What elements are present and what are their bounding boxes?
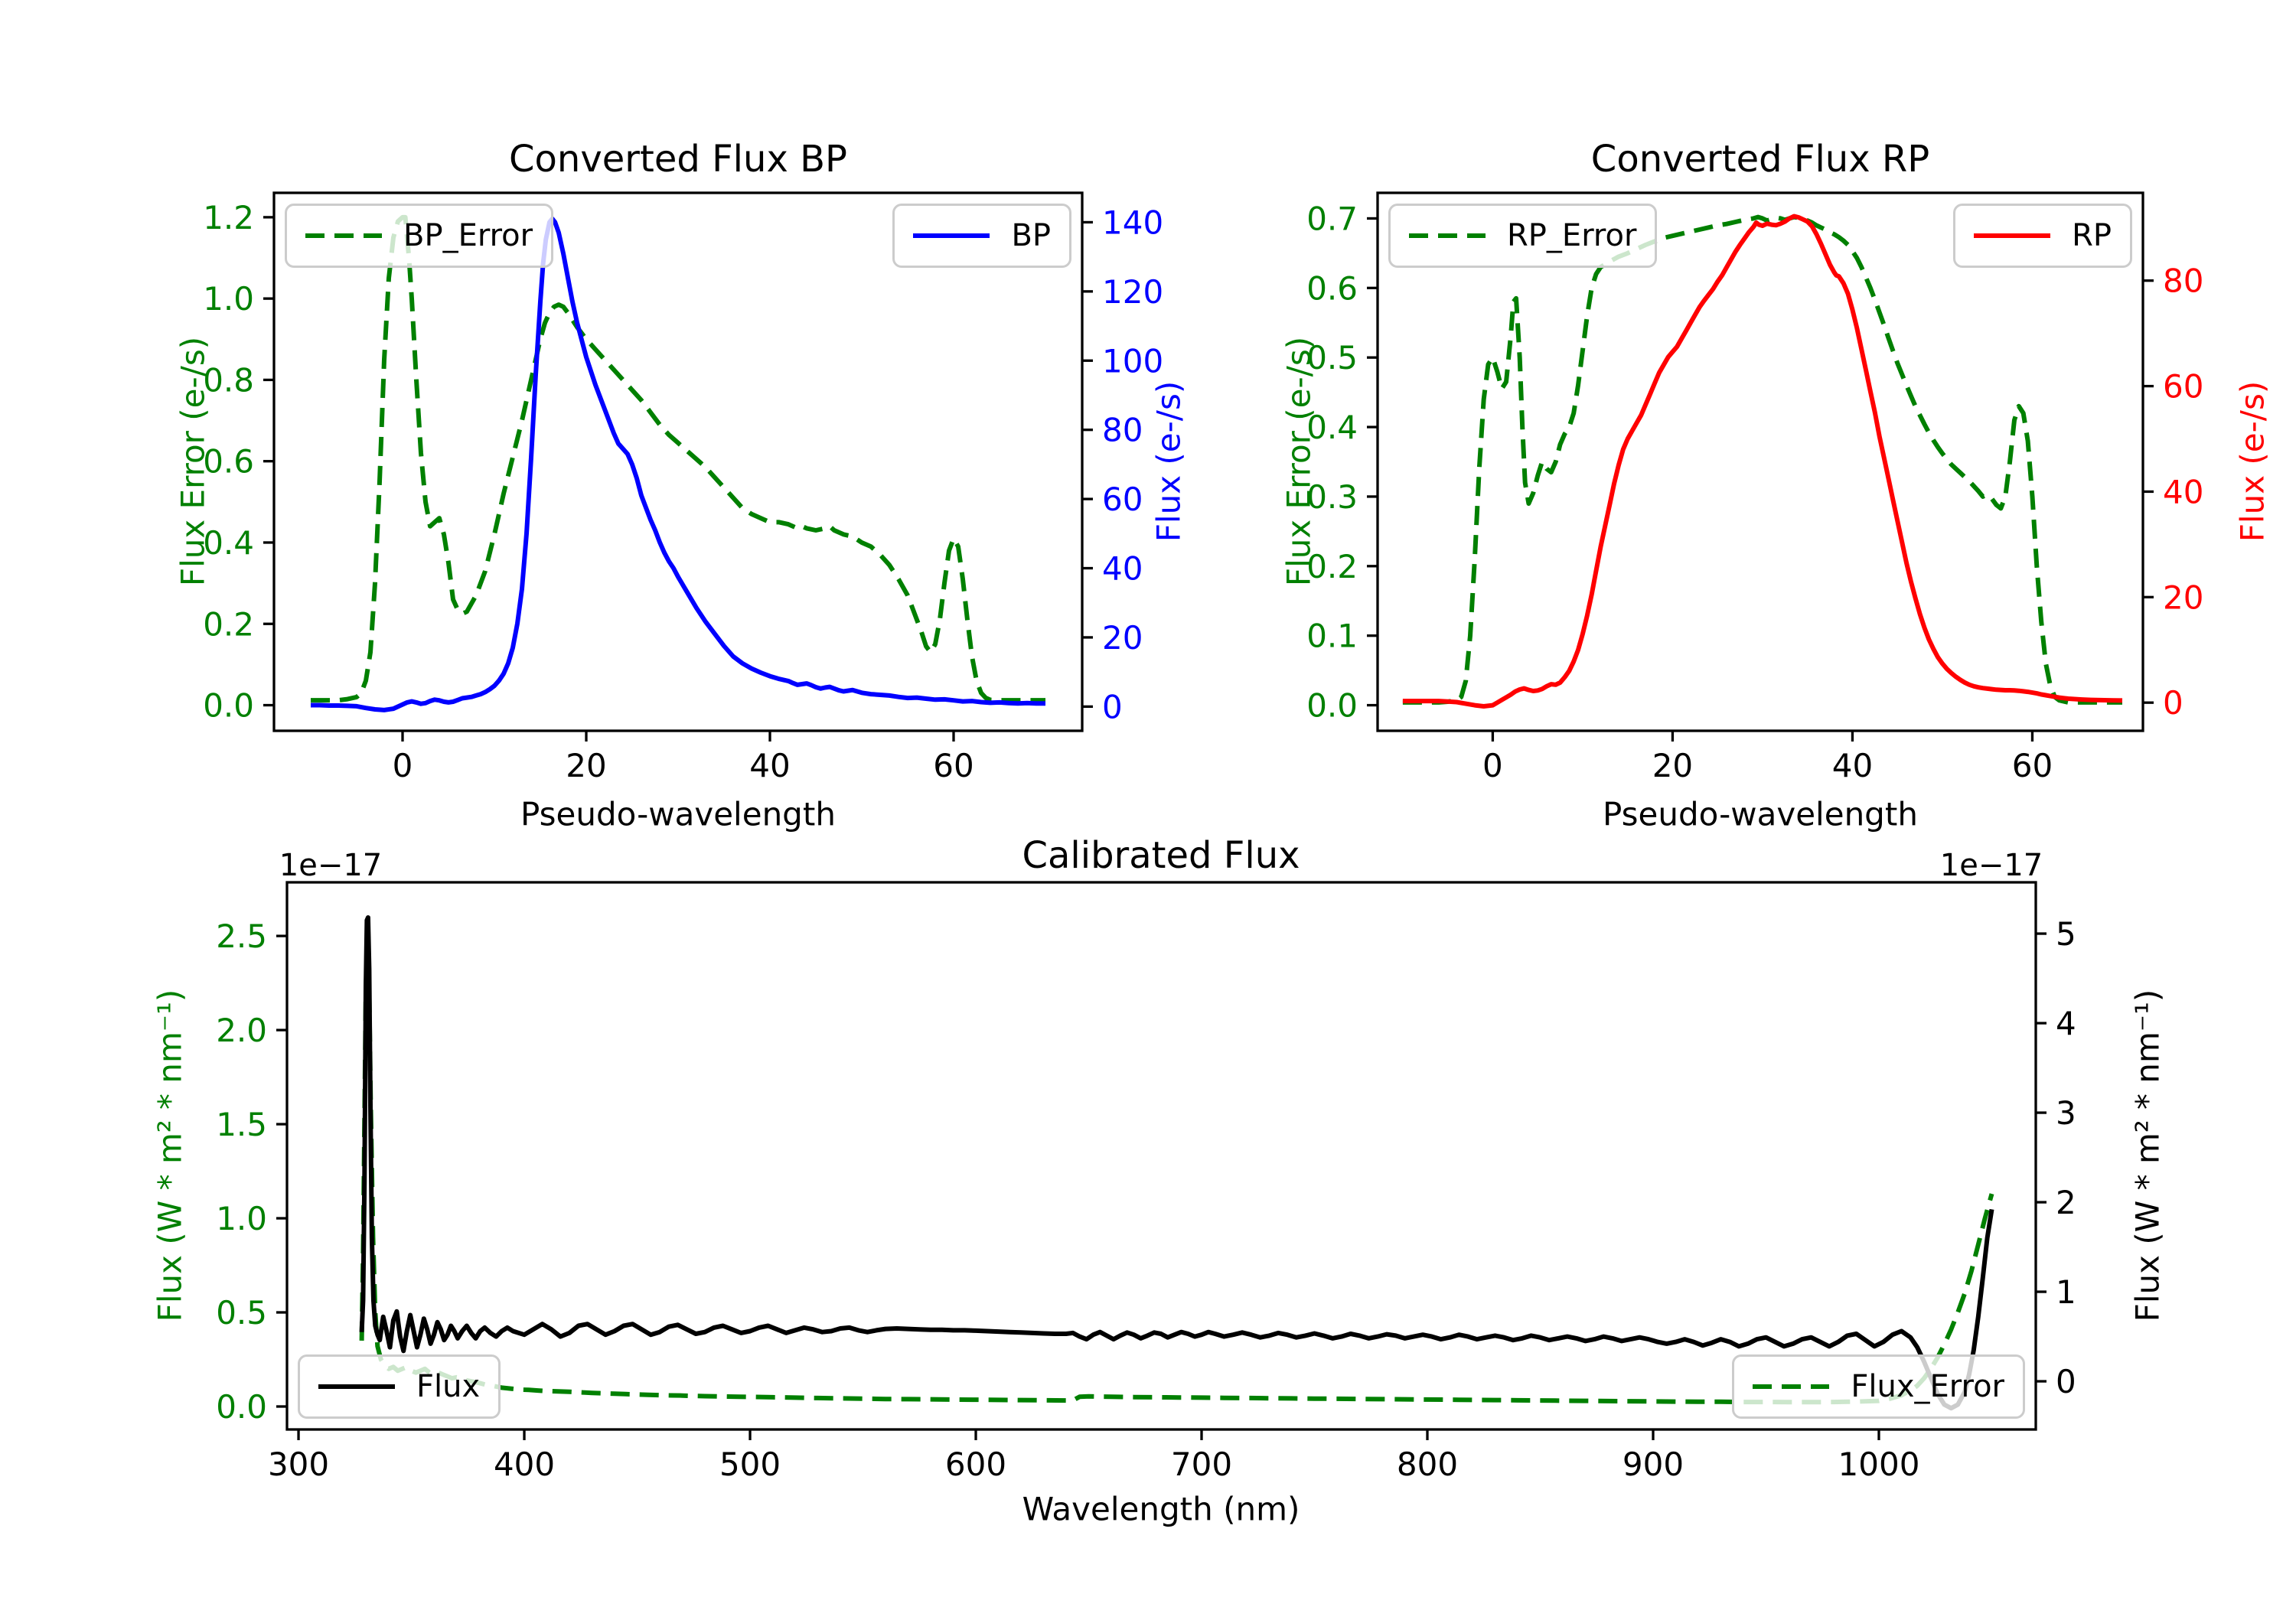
bp-ytick-right-0: 0 <box>1102 688 1123 725</box>
cal-ytick-right-0: 0 <box>2056 1363 2076 1400</box>
rp-error-curve <box>1402 214 2122 705</box>
rp-ytick-left-0.6: 0.6 <box>1306 269 1358 307</box>
rp-yaxis-right-label: Flux (e-/s) <box>2233 380 2272 543</box>
bp-ytick-left-0.6: 0.6 <box>203 443 254 481</box>
bp-axes: 0 20 40 60 0.0 0.2 0.4 0.6 0.8 1.0 1.2 0 20 40 60 80 100… <box>203 191 1163 784</box>
cal-ytick-right-2: 2 <box>2056 1184 2076 1221</box>
cal-ytick-left-1.5: 1.5 <box>216 1106 267 1143</box>
rp-ytick-right-20: 20 <box>2163 579 2203 616</box>
flux-curve <box>359 915 1994 1411</box>
bp-error-legend-line-icon <box>305 233 382 238</box>
bp-ytick-left-1.2: 1.2 <box>203 199 254 236</box>
rp-chart-title: Converted Flux RP <box>1590 138 1930 181</box>
rp-ytick-left-0.0: 0.0 <box>1306 687 1358 725</box>
rp-ytick-right-60: 60 <box>2163 368 2203 406</box>
bp-xtick-20: 20 <box>566 747 606 784</box>
cal-ytick-right-1: 1 <box>2056 1273 2076 1311</box>
bp-ytick-left-0.4: 0.4 <box>203 524 254 562</box>
rp-yaxis-left-label: Flux Error (e-/s) <box>1280 336 1318 587</box>
bp-curve <box>311 216 1045 712</box>
rp-legend: RP <box>1953 204 2132 268</box>
bp-xtick-60: 60 <box>933 747 974 784</box>
rp-ytick-left-0.7: 0.7 <box>1306 200 1358 237</box>
bp-xtick-40: 40 <box>749 747 790 784</box>
bp-ytick-left-0.8: 0.8 <box>203 361 254 399</box>
calibrated-chart-title: Calibrated Flux <box>1022 834 1300 877</box>
bp-ytick-left-0.2: 0.2 <box>203 605 254 643</box>
cal-ytick-left-0.0: 0.0 <box>216 1388 267 1426</box>
rp-axes: 0 20 40 60 0.0 0.1 0.2 0.3 0.4 0.5 0.6 0.7 0 20 40 60 80 <box>1306 191 2203 784</box>
cal-xtick-800: 800 <box>1397 1446 1458 1483</box>
cal-ytick-left-1.0: 1.0 <box>216 1200 267 1237</box>
bp-legend-line-icon <box>913 233 990 238</box>
bp-error-curve <box>311 214 1045 703</box>
rp-error-legend-line-icon <box>1409 233 1486 238</box>
cal-xtick-900: 900 <box>1623 1446 1684 1483</box>
cal-ytick-left-0.5: 0.5 <box>216 1294 267 1332</box>
rp-xaxis-label: Pseudo-wavelength <box>1603 795 1918 833</box>
bp-ytick-right-60: 60 <box>1102 481 1143 518</box>
cal-ytick-right-3: 3 <box>2056 1094 2076 1132</box>
flux-error-legend-label: Flux_Error <box>1851 1369 2004 1404</box>
right-scale-offset-text: 1e−17 <box>1939 848 2043 883</box>
bp-ytick-right-100: 100 <box>1102 342 1163 380</box>
rp-ytick-left-0.1: 0.1 <box>1306 618 1358 655</box>
rp-ytick-right-0: 0 <box>2163 684 2183 722</box>
bp-xtick-0: 0 <box>393 747 413 784</box>
cal-axes: 300 400 500 600 700 800 900 1000 0.0 0.5 1.0 1.5 2.0… <box>216 881 2076 1483</box>
bp-legend-label: BP <box>1011 218 1051 253</box>
bp-ytick-left-0.0: 0.0 <box>203 687 254 725</box>
calibrated-yaxis-left-label: Flux (W * m² * nm⁻¹) <box>151 989 189 1322</box>
cal-ytick-right-5: 5 <box>2056 915 2076 953</box>
cal-ytick-right-4: 4 <box>2056 1005 2076 1042</box>
rp-legend-line-icon <box>1974 233 2051 238</box>
calibrated-yaxis-right-label: Flux (W * m² * nm⁻¹) <box>2128 989 2167 1322</box>
rp-error-legend-label: RP_Error <box>1507 218 1637 253</box>
rp-xtick-60: 60 <box>2012 747 2053 784</box>
cal-xtick-1000: 1000 <box>1838 1446 1920 1483</box>
bp-xaxis-label: Pseudo-wavelength <box>520 795 836 833</box>
bp-yaxis-right-label: Flux (e-/s) <box>1150 380 1188 543</box>
bp-chart-title: Converted Flux BP <box>509 138 847 181</box>
cal-xtick-300: 300 <box>268 1446 329 1483</box>
flux-legend: Flux <box>298 1354 501 1419</box>
rp-legend-label: RP <box>2072 218 2112 253</box>
bp-ytick-right-140: 140 <box>1102 204 1163 241</box>
rp-ytick-right-80: 80 <box>2163 262 2203 300</box>
flux-legend-label: Flux <box>416 1369 481 1404</box>
cal-xtick-700: 700 <box>1171 1446 1232 1483</box>
bp-ytick-right-20: 20 <box>1102 619 1143 657</box>
rp-ytick-left-0.3: 0.3 <box>1306 478 1358 516</box>
bp-ytick-right-80: 80 <box>1102 412 1143 449</box>
cal-xtick-400: 400 <box>494 1446 555 1483</box>
rp-xtick-20: 20 <box>1652 747 1693 784</box>
flux-legend-line-icon <box>318 1384 395 1389</box>
rp-xtick-40: 40 <box>1832 747 1873 784</box>
cal-ytick-left-2.0: 2.0 <box>216 1012 267 1049</box>
rp-ytick-left-0.4: 0.4 <box>1306 409 1358 446</box>
bp-error-legend: BP_Error <box>285 204 554 268</box>
bp-legend: BP <box>892 204 1071 268</box>
calibrated-xaxis-label: Wavelength (nm) <box>1022 1490 1300 1528</box>
left-scale-offset-text: 1e−17 <box>279 848 383 883</box>
bp-ytick-right-40: 40 <box>1102 550 1143 588</box>
cal-ytick-left-2.5: 2.5 <box>216 918 267 955</box>
rp-ytick-left-0.2: 0.2 <box>1306 548 1358 585</box>
bp-yaxis-left-label: Flux Error (e-/s) <box>174 336 212 587</box>
cal-xtick-500: 500 <box>719 1446 781 1483</box>
rp-xtick-0: 0 <box>1482 747 1503 784</box>
flux-error-legend: Flux_Error <box>1732 1354 2025 1419</box>
bp-ytick-left-1.0: 1.0 <box>203 280 254 318</box>
rp-error-legend: RP_Error <box>1388 204 1658 268</box>
flux-error-legend-line-icon <box>1753 1384 1830 1389</box>
rp-ytick-left-0.5: 0.5 <box>1306 339 1358 376</box>
rp-curve <box>1402 214 2123 709</box>
bp-error-legend-label: BP_Error <box>403 218 533 253</box>
bp-ytick-right-120: 120 <box>1102 273 1163 311</box>
cal-xtick-600: 600 <box>945 1446 1006 1483</box>
rp-ytick-right-40: 40 <box>2163 473 2203 510</box>
